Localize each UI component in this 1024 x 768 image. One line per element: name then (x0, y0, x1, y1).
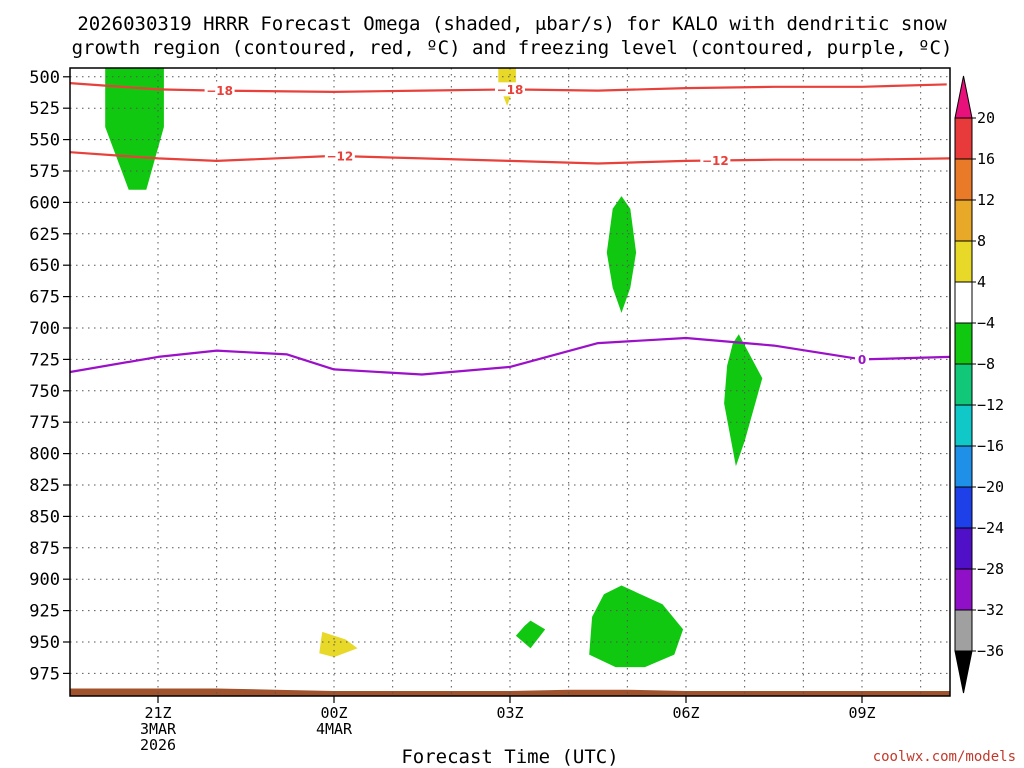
x-tick-label: 09Z (848, 704, 875, 722)
colorbar-label: −12 (977, 396, 1004, 414)
contour-label: −18 (206, 84, 233, 98)
contour-line-0 (70, 336, 950, 376)
colorbar-label: −28 (977, 560, 1004, 578)
y-tick-label: 500 (29, 68, 60, 88)
y-tick-label: 775 (29, 413, 60, 433)
y-tick-label: 675 (29, 288, 60, 308)
x-axis-label: Forecast Time (UTC) (401, 746, 618, 768)
colorbar-segment (954, 609, 973, 652)
contour-label-bg (324, 149, 355, 164)
colorbar-label: −32 (977, 601, 1004, 619)
colorbar-segment (954, 199, 973, 242)
colorbar-segment (954, 158, 973, 201)
x-tick-label: 3MAR (140, 720, 177, 738)
y-tick-label: 725 (29, 350, 60, 370)
chart-title-line1: 2026030319 HRRR Forecast Omega (shaded, … (77, 13, 947, 35)
colorbar-label: −36 (977, 642, 1004, 660)
y-tick-label: 900 (29, 570, 60, 590)
contour-label: −18 (497, 83, 524, 97)
y-tick-label: 650 (29, 256, 60, 276)
colorbar-segment (954, 486, 973, 529)
y-tick-label: 600 (29, 193, 60, 213)
colorbar-label: 8 (977, 232, 986, 250)
contour-label: −12 (326, 150, 353, 164)
colorbar-segment (954, 322, 973, 365)
colorbar-segment (954, 117, 973, 160)
contour-label-bg (946, 77, 950, 92)
y-tick-label: 575 (29, 162, 60, 182)
y-tick-label: 800 (29, 445, 60, 465)
y-tick-label: 550 (29, 131, 60, 151)
colorbar-label: 20 (977, 109, 995, 127)
colorbar-segment (954, 240, 973, 283)
y-tick-label: 975 (29, 664, 60, 684)
colorbar-label: 12 (977, 191, 995, 209)
colorbar-segment (954, 404, 973, 447)
y-tick-label: 625 (29, 225, 60, 245)
colorbar-label: 16 (977, 150, 995, 168)
y-tick-label: 700 (29, 319, 60, 339)
chart-title-line2: growth region (contoured, red, ºC) and f… (72, 37, 953, 59)
plot-border (69, 67, 951, 697)
colorbar-label: −24 (977, 519, 1004, 537)
x-tick-label: 2026 (140, 736, 176, 754)
colorbar-segment (954, 281, 973, 324)
y-tick-label: 525 (29, 99, 60, 119)
omega-region-green-06z (724, 334, 763, 467)
colorbar-top-arrow (954, 75, 973, 119)
colorbar-segment (954, 527, 973, 570)
colorbar-bottom-arrow (954, 650, 973, 694)
contour-label-bg (700, 153, 731, 168)
x-tick-label: 03Z (496, 704, 523, 722)
colorbar-segment (954, 445, 973, 488)
omega-region-green-upper-left (105, 68, 164, 190)
y-axis: 500 525 550 575 600 625 650 675 700 725 750 775 800 8… (29, 68, 70, 684)
x-tick-label: 00Z (320, 704, 347, 722)
contour-label-bg (855, 352, 869, 367)
x-tick-label: 06Z (672, 704, 699, 722)
y-tick-label: 750 (29, 382, 60, 402)
y-tick-label: 950 (29, 633, 60, 653)
y-tick-label: 875 (29, 539, 60, 559)
omega-region-green-sfc-small (515, 620, 546, 649)
colorbar-segment (954, 568, 973, 611)
contour-label: −12 (702, 154, 729, 168)
omega-region-green-sfc-mid (589, 585, 684, 668)
colorbar: 20 16 12 8 4 −4 −8 −12 −16 −20 −24 −28 −32 −36 (954, 75, 1004, 694)
colorbar-segment (954, 363, 973, 406)
y-tick-label: 925 (29, 602, 60, 622)
omega-region-green-mid (606, 196, 637, 313)
contour-label-bg (495, 82, 525, 97)
plot-inner: −18 −18 −18 −12 −12 0 (70, 68, 975, 696)
colorbar-label: −16 (977, 437, 1004, 455)
x-tick-label: 21Z (144, 704, 171, 722)
y-tick-label: 850 (29, 507, 60, 527)
omega-region-yellow-sfc (319, 631, 358, 658)
grid-lines (70, 68, 950, 696)
colorbar-label: −4 (977, 314, 995, 332)
contour-label-bg (204, 83, 235, 98)
contour-label: 0 (858, 353, 866, 367)
x-tick-label: 4MAR (316, 720, 353, 738)
credit-text[interactable]: coolwx.com/models (873, 749, 1016, 765)
plot-area: −18 −18 −18 −12 −12 0 (69, 67, 975, 697)
colorbar-label: −8 (977, 355, 995, 373)
colorbar-label: −20 (977, 478, 1004, 496)
contour-label: −18 (948, 78, 975, 92)
x-axis: 21Z3MAR202600Z4MAR03Z06Z09Z12Z (140, 696, 876, 754)
colorbar-label: 4 (977, 273, 986, 291)
contour-line--12 (70, 151, 950, 165)
y-tick-label: 825 (29, 476, 60, 496)
